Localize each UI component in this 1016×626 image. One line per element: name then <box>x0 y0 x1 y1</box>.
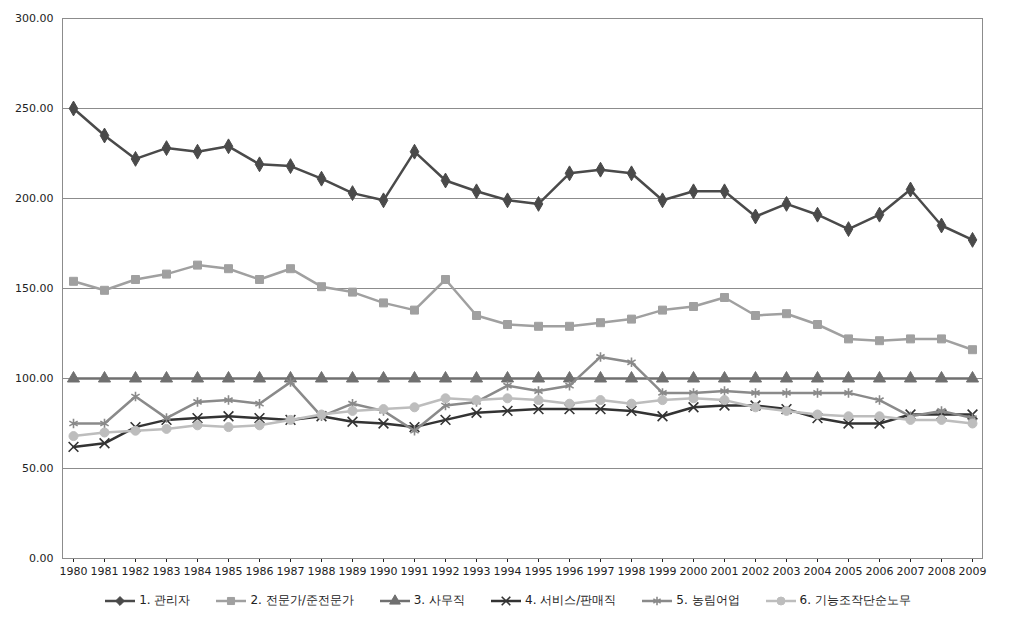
html-text:6. 기능조작단순노무: 6. 기능조작단순노무 <box>799 593 911 607</box>
svg-text:1992: 1992 <box>432 565 460 578</box>
svg-text:1981: 1981 <box>91 565 119 578</box>
svg-text:2007: 2007 <box>897 565 925 578</box>
svg-text:1986: 1986 <box>246 565 274 578</box>
svg-text:300.00: 300.00 <box>15 12 54 25</box>
svg-text:1998: 1998 <box>618 565 646 578</box>
html-text:1. 관리자: 1. 관리자 <box>139 593 191 607</box>
svg-text:1991: 1991 <box>401 565 429 578</box>
svg-text:2009: 2009 <box>959 565 987 578</box>
svg-text:1995: 1995 <box>525 565 553 578</box>
svg-text:1996: 1996 <box>556 565 584 578</box>
svg-text:1982: 1982 <box>122 565 150 578</box>
svg-text:2000: 2000 <box>680 565 708 578</box>
svg-text:50.00: 50.00 <box>22 462 54 475</box>
svg-text:1999: 1999 <box>649 565 677 578</box>
html-text:2. 전문가/준전문가: 2. 전문가/준전문가 <box>250 593 354 607</box>
svg-text:2005: 2005 <box>835 565 863 578</box>
svg-text:1984: 1984 <box>184 565 212 578</box>
svg-text:2006: 2006 <box>866 565 894 578</box>
svg-text:1989: 1989 <box>339 565 367 578</box>
svg-text:2004: 2004 <box>804 565 832 578</box>
svg-text:2008: 2008 <box>928 565 956 578</box>
svg-text:2001: 2001 <box>711 565 739 578</box>
svg-text:1988: 1988 <box>308 565 336 578</box>
html-text:5. 농림어업: 5. 농림어업 <box>676 593 740 607</box>
svg-text:1987: 1987 <box>277 565 305 578</box>
svg-text:1990: 1990 <box>370 565 398 578</box>
svg-text:1980: 1980 <box>60 565 88 578</box>
svg-text:250.00: 250.00 <box>15 102 54 115</box>
svg-text:1997: 1997 <box>587 565 615 578</box>
svg-text:2002: 2002 <box>742 565 770 578</box>
svg-text:100.00: 100.00 <box>15 372 54 385</box>
svg-text:150.00: 150.00 <box>15 282 54 295</box>
html-text:4. 서비스/판매직: 4. 서비스/판매직 <box>525 593 617 607</box>
svg-text:2003: 2003 <box>773 565 801 578</box>
svg-text:1993: 1993 <box>463 565 491 578</box>
html-text:3. 사무직: 3. 사무직 <box>413 593 465 607</box>
svg-text:0.00: 0.00 <box>29 552 54 565</box>
svg-text:1983: 1983 <box>153 565 181 578</box>
svg-text:1985: 1985 <box>215 565 243 578</box>
svg-text:1994: 1994 <box>494 565 522 578</box>
svg-text:200.00: 200.00 <box>15 192 54 205</box>
